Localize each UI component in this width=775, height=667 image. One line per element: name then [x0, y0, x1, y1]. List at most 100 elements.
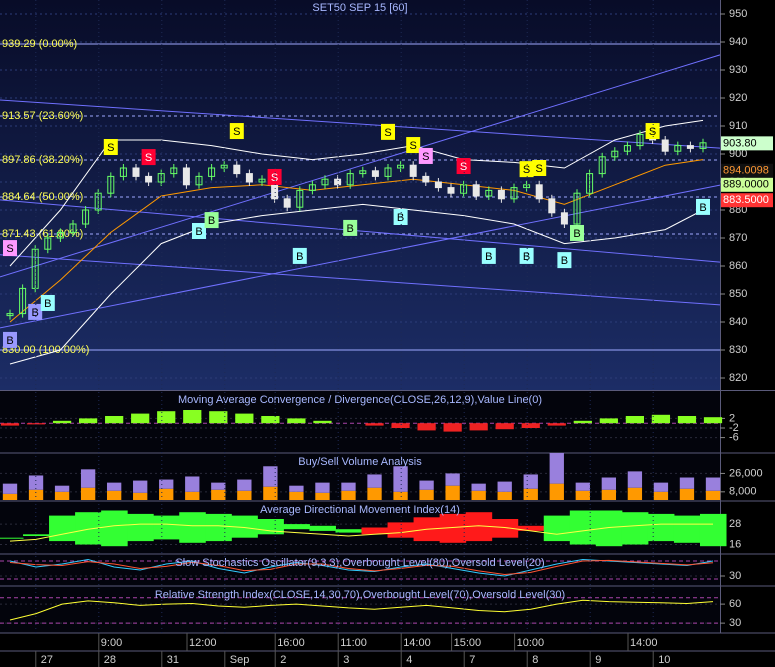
y-tick-label: 930: [729, 64, 747, 76]
x-time-label: 14:00: [630, 637, 658, 649]
candle: [560, 212, 568, 225]
macd-bar: [313, 420, 332, 424]
candle: [19, 287, 27, 315]
price-tag: [721, 177, 773, 192]
signal-box: [456, 158, 471, 175]
y-tick-label: 900: [729, 148, 747, 160]
signal-label: B: [195, 226, 202, 238]
overlay-line: [9, 159, 704, 323]
y-tick-label: 870: [729, 232, 747, 244]
x-time-label: 15:00: [454, 637, 482, 649]
volume-bar: [80, 487, 96, 500]
candle: [44, 237, 52, 250]
signal-label: B: [397, 212, 404, 224]
candle: [170, 167, 178, 175]
signal-label: S: [410, 140, 417, 152]
volume-bar: [54, 491, 70, 500]
candle: [258, 178, 266, 183]
x-date-label: 31: [167, 654, 179, 666]
candle: [447, 187, 455, 194]
candle: [686, 145, 694, 149]
volume-bar: [393, 466, 408, 492]
candle: [94, 192, 102, 211]
volume-bar: [679, 477, 695, 489]
di-ribbon: [49, 515, 76, 542]
candle: [208, 167, 216, 177]
candle: [82, 209, 90, 225]
x-date-label: 28: [104, 654, 116, 666]
signal-label: B: [347, 223, 354, 235]
candle: [409, 164, 417, 177]
candle: [636, 133, 644, 147]
y-tick-label: 2: [729, 412, 735, 424]
fib-label: 884.64 (50.00%): [2, 191, 83, 203]
volume-bar: [159, 479, 174, 489]
signal-label: S: [460, 161, 467, 173]
main-panel-bg: [0, 0, 720, 390]
x-date-label: 8: [532, 654, 538, 666]
di-ribbon: [517, 525, 545, 531]
macd-bar: [26, 423, 46, 425]
volume-bar: [497, 481, 512, 492]
di-ribbon: [387, 522, 415, 538]
candle: [573, 192, 581, 225]
candle: [623, 145, 631, 152]
candle: [611, 150, 619, 158]
candle: [69, 223, 77, 233]
y-tick-label: 26,000: [729, 467, 763, 479]
x-date-label: 2: [280, 654, 286, 666]
signal-box: [192, 223, 206, 239]
price-tag-label: 889.0000: [723, 179, 769, 191]
candle: [107, 175, 115, 194]
volume-bar: [419, 480, 434, 490]
macd-bar: [52, 420, 72, 424]
y-tick-label: 850: [729, 288, 747, 300]
macd-bar: [599, 418, 618, 424]
candle: [157, 173, 165, 183]
x-date-label: 4: [406, 654, 412, 666]
di-ribbon: [127, 513, 154, 542]
volume-bar: [445, 473, 460, 486]
candle: [371, 170, 379, 177]
candle: [31, 248, 39, 289]
signal-label: S: [145, 152, 152, 164]
candle: [308, 184, 316, 191]
fib-label: 897.86 (38.20%): [2, 154, 83, 166]
trend-line: [0, 199, 721, 263]
signal-label: B: [561, 255, 568, 267]
signal-label: S: [649, 126, 656, 138]
macd-bar: [469, 423, 488, 431]
volume-bar: [185, 476, 200, 492]
panel-title: SET50 SEP 15 [60]: [312, 2, 407, 14]
x-date-label: Sep: [230, 654, 250, 666]
di-ribbon: [153, 515, 180, 540]
x-date-label: 27: [41, 654, 53, 666]
price-tag-label: 883.5000: [723, 194, 769, 206]
signal-box: [3, 240, 17, 257]
signal-box: [570, 224, 584, 241]
candle: [245, 173, 253, 183]
signal-label: B: [6, 335, 13, 347]
volume-bar: [575, 482, 590, 491]
volume-bar: [185, 491, 200, 500]
signal-box: [393, 209, 408, 225]
volume-bar: [445, 485, 460, 500]
signal-label: S: [233, 126, 240, 138]
volume-bar: [705, 477, 721, 491]
signal-label: B: [208, 215, 215, 227]
candle: [359, 170, 367, 175]
x-date-label: 9: [595, 654, 601, 666]
di-ribbon: [309, 525, 336, 531]
signal-label: B: [573, 228, 580, 240]
volume-bar: [393, 491, 408, 500]
di-ribbon: [205, 513, 232, 542]
signal-label: S: [523, 164, 530, 176]
candle: [321, 178, 329, 186]
volume-bar: [419, 489, 434, 500]
y-tick-label: 830: [729, 344, 747, 356]
x-date-label: 7: [469, 654, 475, 666]
macd-bar: [209, 411, 228, 424]
signal-box: [418, 147, 433, 164]
signal-box: [229, 123, 244, 140]
di-ribbon: [283, 524, 310, 530]
